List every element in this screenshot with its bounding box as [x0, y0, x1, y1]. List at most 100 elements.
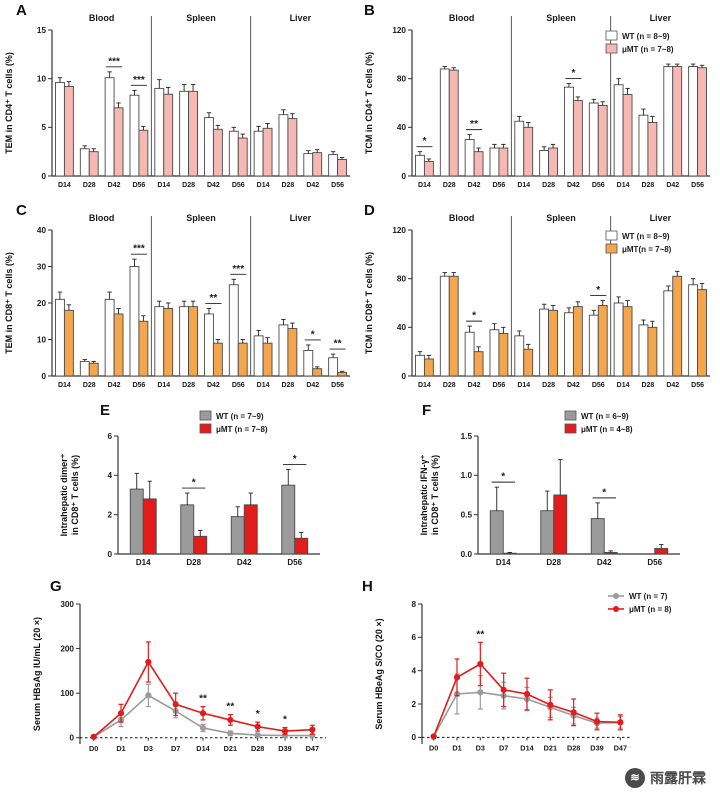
svg-text:D56: D56	[691, 182, 704, 189]
svg-text:D28: D28	[641, 182, 654, 189]
watermark: ≋ 雨露肝霖	[625, 768, 706, 788]
svg-text:*: *	[293, 454, 297, 465]
svg-text:***: ***	[133, 75, 145, 86]
svg-text:20: 20	[37, 299, 47, 308]
svg-text:WT (n = 6~9): WT (n = 6~9)	[581, 412, 629, 421]
svg-text:200: 200	[60, 644, 74, 653]
svg-text:μMT (n = 7~8): μMT (n = 7~8)	[622, 45, 674, 54]
svg-text:**: **	[334, 339, 342, 350]
svg-text:0: 0	[401, 372, 406, 381]
panel-E-letter: E	[100, 402, 111, 419]
svg-text:D28: D28	[567, 743, 580, 752]
svg-text:Spleen: Spleen	[186, 213, 216, 223]
panel-D: D 0 40 80 120 TCM in CD8⁺ T cells (%) D14 D28 D…	[360, 202, 720, 402]
svg-text:**: **	[199, 694, 207, 705]
svg-text:D47: D47	[614, 743, 627, 752]
panel-E-chart: 0 2 4 6 Intrahepatic dimer⁺ in CD8⁺ T cells (…	[59, 410, 320, 567]
svg-text:Liver: Liver	[650, 13, 672, 23]
svg-text:Intrahepatic IFN-γ⁺: Intrahepatic IFN-γ⁺	[419, 454, 429, 535]
svg-text:D39: D39	[590, 743, 603, 752]
svg-text:40: 40	[397, 323, 407, 332]
svg-text:D14: D14	[136, 558, 151, 567]
svg-text:*: *	[571, 68, 575, 79]
svg-text:*: *	[422, 136, 426, 147]
svg-text:μMT (n = 4~8): μMT (n = 4~8)	[581, 425, 633, 434]
svg-text:*: *	[596, 285, 600, 296]
svg-text:μMT(n = 7~8): μMT(n = 7~8)	[622, 245, 672, 254]
svg-text:***: ***	[232, 264, 244, 275]
svg-text:D14: D14	[496, 558, 511, 567]
svg-text:D3: D3	[144, 744, 153, 753]
svg-text:in CD8⁺ T cells (%): in CD8⁺ T cells (%)	[70, 455, 80, 535]
svg-text:40: 40	[37, 226, 47, 235]
svg-text:D14: D14	[520, 743, 534, 752]
panel-E: E 0 2 4 6 Intrahepatic dimer⁺ in CD8⁺ T cells…	[0, 402, 360, 580]
svg-text:10: 10	[37, 335, 47, 344]
svg-text:D42: D42	[306, 182, 319, 189]
svg-text:D21: D21	[224, 744, 237, 753]
svg-text:**: **	[226, 702, 234, 713]
svg-text:Intrahepatic dimer⁺: Intrahepatic dimer⁺	[59, 453, 69, 536]
svg-text:D28: D28	[251, 744, 264, 753]
svg-text:D21: D21	[544, 743, 557, 752]
svg-text:D42: D42	[666, 182, 679, 189]
svg-text:D28: D28	[641, 382, 654, 389]
svg-text:D28: D28	[83, 182, 96, 189]
svg-text:Liver: Liver	[290, 13, 312, 23]
svg-text:WT (n = 8~9): WT (n = 8~9)	[622, 232, 670, 241]
svg-text:Spleen: Spleen	[546, 213, 576, 223]
svg-text:D28: D28	[542, 382, 555, 389]
svg-text:D42: D42	[666, 382, 679, 389]
panel-H-chart: 0 2 4 6 8 Serum HBeAg S/CO (20 ×) D0 D1 D3 D7 D14 D…	[374, 592, 672, 752]
panel-D-chart: 0 40 80 120 TCM in CD8⁺ T cells (%) D14 D28 D42…	[364, 213, 710, 389]
svg-text:D28: D28	[182, 382, 195, 389]
svg-text:WT (n = 7~9): WT (n = 7~9)	[216, 412, 264, 421]
svg-text:D42: D42	[468, 182, 481, 189]
svg-text:D56: D56	[647, 558, 662, 567]
panel-D-letter: D	[364, 202, 375, 219]
svg-text:2: 2	[411, 700, 416, 709]
watermark-logo-icon: ≋	[625, 768, 645, 788]
svg-text:**: **	[470, 119, 478, 130]
svg-text:D14: D14	[157, 182, 170, 189]
svg-text:0.5: 0.5	[461, 510, 473, 519]
svg-text:1.0: 1.0	[461, 471, 473, 480]
panel-H-letter: H	[362, 578, 373, 595]
svg-text:15: 15	[37, 26, 47, 35]
svg-text:Blood: Blood	[89, 213, 115, 223]
svg-text:D56: D56	[132, 382, 145, 389]
svg-text:120: 120	[392, 26, 406, 35]
panel-B-chart: 0 40 80 120 TCM in CD4⁺ T cells (%) D14 D28 D42…	[364, 13, 710, 189]
svg-text:D28: D28	[542, 182, 555, 189]
panel-C-letter: C	[16, 202, 27, 219]
svg-text:D56: D56	[592, 382, 605, 389]
svg-text:10: 10	[37, 74, 47, 83]
svg-text:*: *	[192, 478, 196, 489]
svg-text:Serum HBsAg IU/mL (20 ×): Serum HBsAg IU/mL (20 ×)	[32, 617, 42, 731]
svg-text:D42: D42	[237, 558, 252, 567]
svg-text:D0: D0	[89, 744, 98, 753]
svg-text:*: *	[311, 329, 315, 340]
svg-text:TEM in CD8⁺ T cells (%): TEM in CD8⁺ T cells (%)	[4, 252, 14, 354]
svg-text:D3: D3	[476, 743, 485, 752]
svg-text:100: 100	[60, 689, 74, 698]
svg-text:D28: D28	[182, 182, 195, 189]
svg-text:D1: D1	[116, 744, 125, 753]
svg-text:*: *	[501, 472, 505, 483]
panel-C-chart: 0 10 20 30 40 TEM in CD8⁺ T cells (%) D14 D28 D4…	[4, 213, 350, 389]
svg-text:2: 2	[107, 510, 112, 519]
svg-text:0: 0	[69, 734, 74, 743]
svg-text:D0: D0	[429, 743, 438, 752]
svg-text:4: 4	[107, 471, 112, 480]
svg-text:30: 30	[37, 262, 47, 271]
svg-text:40: 40	[397, 123, 407, 132]
svg-text:***: ***	[108, 56, 120, 67]
svg-text:Serum HBeAg S/CO (20 ×): Serum HBeAg S/CO (20 ×)	[374, 618, 384, 729]
svg-text:D42: D42	[567, 382, 580, 389]
svg-text:TCM in CD8⁺ T cells (%): TCM in CD8⁺ T cells (%)	[364, 252, 374, 354]
panel-A-chart: 0 5 10 15 TEM in CD4⁺ T cells (%) D14 D28 D42 D5…	[4, 13, 350, 189]
svg-text:D42: D42	[306, 382, 319, 389]
svg-text:Blood: Blood	[449, 13, 475, 23]
svg-text:1.5: 1.5	[461, 432, 473, 441]
svg-text:D14: D14	[418, 182, 431, 189]
